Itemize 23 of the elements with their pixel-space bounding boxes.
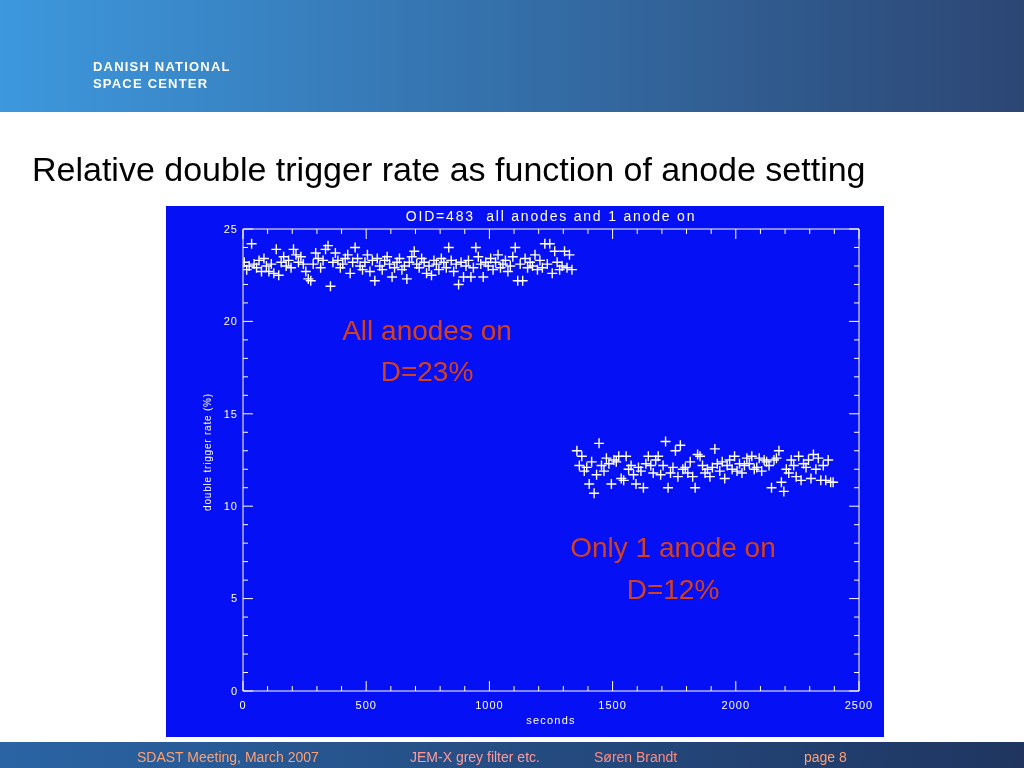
y-tick-label: 25	[223, 222, 238, 235]
x-axis-title: seconds	[525, 713, 577, 727]
x-tick-label: 500	[355, 698, 377, 711]
x-tick-label: 0	[239, 698, 247, 711]
y-tick-label: 5	[230, 592, 238, 605]
x-tick-label: 2500	[844, 698, 874, 711]
annotation: All anodes on D=23%	[341, 314, 513, 389]
y-tick-label: 20	[223, 315, 238, 328]
chart-subtitle: OID=483 all anodes and 1 anode on	[404, 208, 698, 224]
text: Søren Brandt	[594, 749, 678, 765]
y-tick-label: 15	[223, 407, 238, 420]
text: DANISH NATIONAL SPACE CENTER	[93, 58, 231, 92]
x-tick-label: 1500	[598, 698, 627, 711]
y-axis-title: double trigger rate (%)	[201, 392, 214, 513]
text: JEM-X grey filter etc.	[410, 749, 540, 765]
chart-title: Relative double trigger rate as function of anode setting	[32, 149, 866, 189]
text: SDAST Meeting, March 2007	[137, 749, 319, 765]
x-tick-label: 1000	[475, 698, 504, 711]
x-tick-label: 2000	[721, 698, 751, 711]
text: page 8	[804, 749, 847, 765]
annotation: Only 1 anode on D=12%	[569, 531, 777, 607]
y-tick-label: 0	[230, 684, 238, 697]
y-tick-label: 10	[223, 500, 238, 513]
